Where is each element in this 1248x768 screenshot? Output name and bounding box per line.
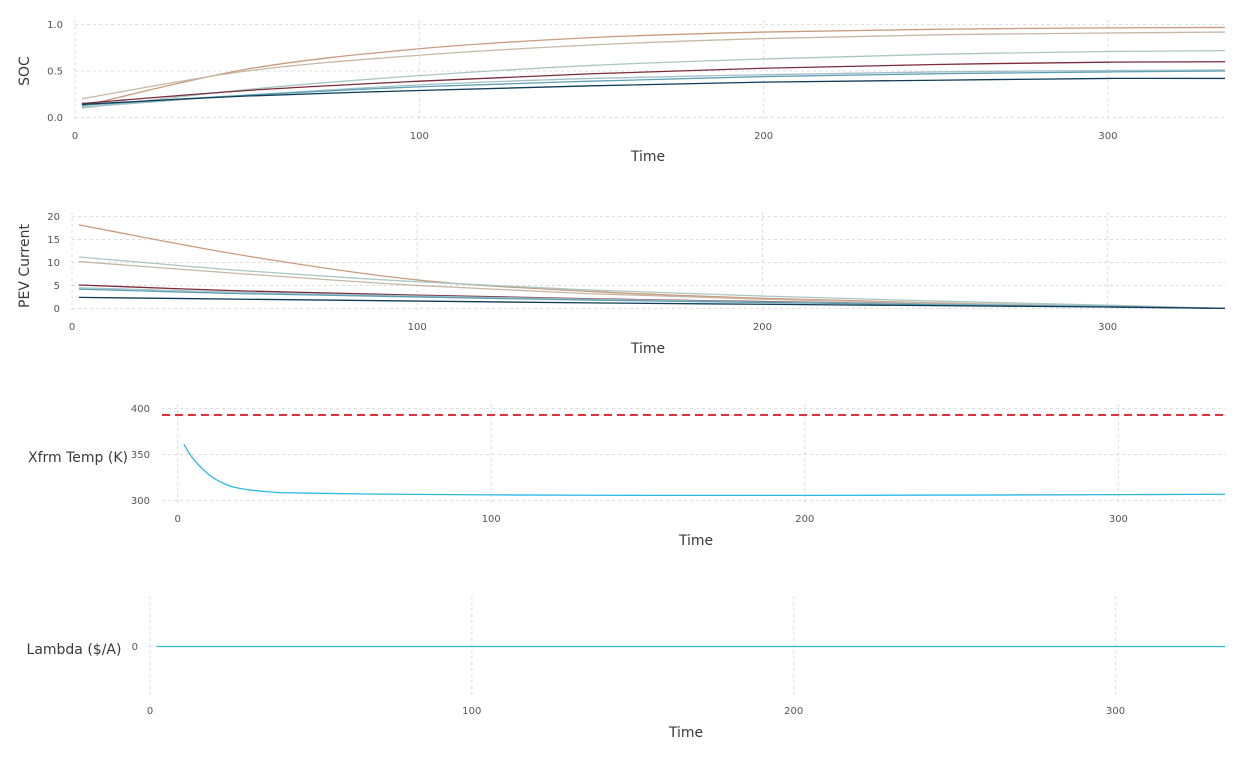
- x-tick-label: 100: [482, 514, 501, 525]
- chart-panel-1: 0 100 200 300 0.0 0.5 1.0 Time SOC: [17, 20, 1226, 165]
- x-axis-label: Time: [678, 533, 713, 549]
- chart-panel-3: 0 100 200 300 300 350 400 Time Xfrm Temp (K): [28, 404, 1226, 549]
- x-tick-label: 0: [174, 514, 180, 525]
- chart-panel-4: 0 100 200 300 0 Time Lambda ($/A): [27, 596, 1225, 741]
- x-tick-label: 100: [462, 706, 481, 717]
- x-axis-label: Time: [630, 149, 665, 165]
- x-tick-label: 200: [754, 131, 773, 142]
- series-line-6: [81, 70, 1226, 106]
- x-tick-label: 100: [408, 322, 427, 333]
- y-tick-label: 0.0: [47, 113, 63, 124]
- series-line-1: [183, 444, 1226, 497]
- series-line-7: [81, 77, 1226, 106]
- y-tick-label: 20: [47, 212, 60, 223]
- y-axis-label: SOC: [17, 56, 33, 86]
- chart-panel-2: 0 100 200 300 0 5 10 15 20 Time PEV Current: [17, 212, 1226, 357]
- x-tick-label: 300: [1098, 131, 1117, 142]
- y-tick-label: 350: [131, 450, 150, 461]
- series-line-2: [78, 256, 1226, 310]
- series-line-3: [81, 49, 1226, 109]
- y-tick-label: 0: [54, 304, 60, 315]
- series-line-1: [81, 26, 1226, 107]
- x-tick-label: 200: [753, 322, 772, 333]
- x-tick-label: 300: [1106, 706, 1125, 717]
- x-tick-label: 300: [1109, 514, 1128, 525]
- series-line-2: [81, 31, 1226, 100]
- x-tick-label: 0: [69, 322, 75, 333]
- y-axis-label: PEV Current: [17, 224, 33, 308]
- y-tick-label: 0: [132, 642, 138, 653]
- y-axis-label: Xfrm Temp (K): [28, 450, 128, 466]
- y-tick-label: 10: [47, 258, 60, 269]
- y-tick-label: 400: [131, 404, 150, 415]
- x-tick-label: 200: [795, 514, 814, 525]
- y-tick-label: 15: [47, 235, 60, 246]
- x-axis-label: Time: [668, 725, 703, 741]
- x-tick-label: 300: [1098, 322, 1117, 333]
- y-tick-label: 1.0: [47, 20, 63, 31]
- x-tick-label: 0: [72, 131, 78, 142]
- x-axis-label: Time: [630, 341, 665, 357]
- y-tick-label: 0.5: [47, 67, 63, 78]
- y-tick-label: 300: [131, 496, 150, 507]
- y-axis-label: Lambda ($/A): [27, 642, 122, 658]
- series-line-4: [81, 61, 1226, 105]
- y-tick-label: 5: [54, 281, 60, 292]
- x-tick-label: 100: [410, 131, 429, 142]
- series-line-7: [78, 296, 1226, 310]
- x-tick-label: 0: [147, 706, 153, 717]
- x-tick-label: 200: [784, 706, 803, 717]
